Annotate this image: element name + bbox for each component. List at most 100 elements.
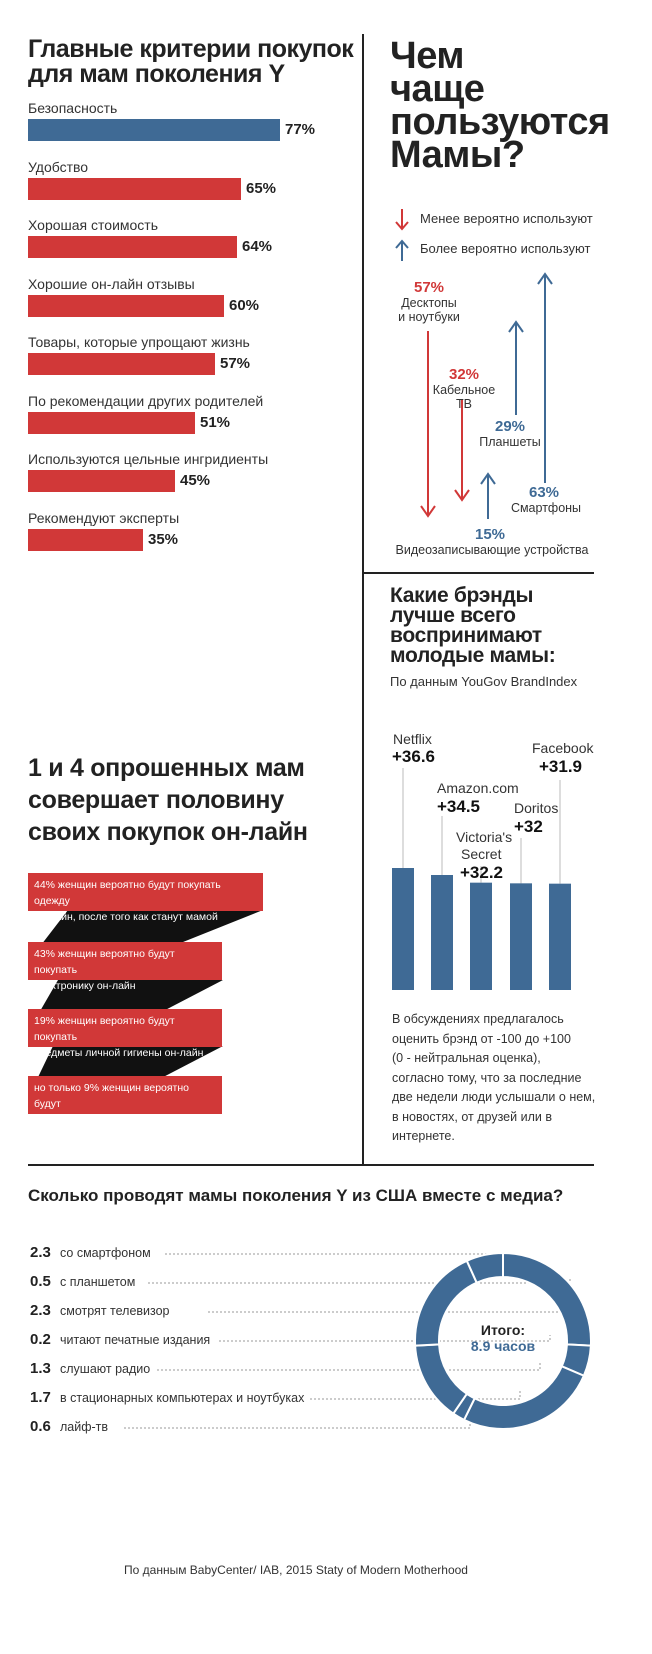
media-label: лайф-тв	[60, 1420, 109, 1434]
criteria-label: Хорошая стоимость	[28, 217, 159, 233]
device-arrows	[420, 272, 553, 519]
online-box-food-l2: покупать продукты питания он-лайн	[34, 1114, 210, 1126]
online-box-electronics: 43% женщин вероятно будут покупать элект…	[28, 942, 222, 992]
criteria-title-line2: для мам поколения Y	[28, 60, 285, 88]
device-desktops-name2: и ноутбуки	[398, 310, 460, 324]
online-title-line2: совершает половину	[28, 786, 284, 814]
media-label: со смартфоном	[60, 1246, 151, 1260]
online-title-line3: своих покупок он-лайн	[28, 818, 308, 846]
media-row: 1.3 слушают радио	[30, 1360, 150, 1380]
online-box-electronics-l2: электронику он-лайн	[34, 980, 136, 992]
online-title: 1 и 4 опрошенных мам совершает половину …	[28, 752, 308, 848]
brands-note-line2: оценить брэнд от -100 до +100	[392, 1031, 571, 1046]
device-tablets-name: Планшеты	[479, 435, 541, 449]
arrow-cable-tv-icon	[454, 400, 470, 502]
usage-title-line4: Мамы?	[390, 134, 525, 176]
device-desktops: 57% Десктопы и ноутбуки	[392, 279, 466, 324]
brands-note-line5: две недели люди услышали о нем,	[392, 1090, 596, 1104]
criteria-label: По рекомендации других родителей	[28, 392, 264, 409]
brand-bar	[510, 883, 532, 990]
media-title: Сколько проводят мамы поколения Y из США…	[28, 1186, 564, 1205]
media-label: в стационарных компьютерах и ноутбуках	[60, 1391, 305, 1405]
donut-slice	[465, 1252, 504, 1284]
usage-title-line2: чаще	[390, 68, 485, 110]
media-donut-chart	[414, 1252, 592, 1430]
online-box-electronics-l1: 43% женщин вероятно будут покупать	[34, 948, 175, 976]
online-box-food-l1: но только 9% женщин вероятно будут	[34, 1082, 190, 1110]
online-box-clothing-l1: 44% женщин вероятно будут покупать одежд…	[34, 879, 221, 907]
media-leader-line	[310, 1390, 521, 1400]
brand-doritos-value: +32	[514, 817, 543, 836]
criteria-bar	[28, 119, 280, 141]
brand-bar	[549, 883, 571, 990]
brand-netflix-name: Netflix	[393, 731, 432, 747]
criteria-label: Товары, которые упрощают жизнь	[28, 334, 250, 350]
arrow-smartphones-icon	[537, 272, 553, 483]
criteria-bar	[28, 294, 224, 317]
brands-note-line3: (0 - нейтральная оценка),	[392, 1051, 541, 1065]
usage-divider	[362, 572, 594, 574]
brand-bar	[431, 875, 453, 990]
criteria-label: Безопасность	[28, 100, 118, 116]
brand-netflix-value: +36.6	[392, 747, 436, 766]
criteria-bar	[28, 353, 215, 375]
criteria-bar	[28, 236, 237, 258]
media-value: 1.7	[30, 1389, 51, 1406]
donut-total-value: 8.9 часов	[470, 1338, 536, 1354]
media-value: 0.6	[30, 1418, 51, 1435]
brands-title-line3: воспринимают	[390, 624, 542, 647]
device-desktops-name1: Десктопы	[401, 296, 457, 310]
legend-more-label: Более вероятно используют	[420, 241, 591, 256]
donut-center: Итого: 8.9 часов	[444, 1322, 562, 1354]
media-leader-line	[124, 1422, 471, 1429]
donut-total-label: Итого:	[480, 1322, 526, 1338]
brand-amazon-value: +34.5	[437, 797, 481, 816]
device-cable-tv-pct: 32%	[448, 366, 480, 383]
device-cable-tv: 32% Кабельное ТВ	[428, 366, 500, 411]
online-box-clothing-l2: он-лайн, после того как станут мамой	[34, 911, 218, 923]
criteria-label: Удобство	[28, 158, 89, 175]
media-label: с планшетом	[60, 1275, 136, 1289]
legend-up-arrow-icon	[395, 239, 409, 261]
criteria-value: 77%	[285, 121, 316, 138]
media-row: 2.3 смотрят телевизор	[30, 1302, 170, 1322]
arrow-desktops-icon	[420, 331, 436, 518]
device-tablets-pct: 29%	[494, 418, 526, 435]
arrow-tablets-icon	[508, 320, 524, 415]
usage-title-line1: Чем	[390, 35, 464, 77]
device-tablets: 29% Планшеты	[478, 418, 542, 449]
legend-less-label: Менее вероятно используют	[420, 211, 593, 226]
media-value: 2.3	[30, 1244, 51, 1261]
usage-title-line3: пользуются	[390, 101, 610, 143]
brands-title-line2: лучше всего	[390, 604, 516, 627]
brands-title: Какие брэнды лучше всего воспринимают мо…	[390, 584, 556, 666]
brand-amazon-name: Amazon.com	[437, 780, 519, 796]
brands-source: По данным YouGov BrandIndex	[390, 674, 578, 689]
criteria-bar	[28, 411, 195, 434]
criteria-title-line1: Главные критерии покупок	[28, 35, 354, 63]
usage-title: Чем чаще пользуются Мамы?	[390, 35, 610, 176]
brand-victoria-name1: Victoria's	[456, 829, 513, 845]
criteria-value: 35%	[148, 530, 179, 548]
media-divider	[28, 1164, 594, 1166]
brand-doritos-name: Doritos	[514, 800, 559, 816]
brand-facebook-name: Facebook	[532, 740, 594, 756]
media-leader-line	[157, 1362, 541, 1371]
brand-victoria-value: +32.2	[460, 863, 504, 882]
media-row: 0.2 читают печатные издания	[30, 1331, 210, 1351]
brands-note-line4: согласно тому, что за последние	[392, 1070, 582, 1085]
media-value: 2.3	[30, 1302, 51, 1319]
media-value: 0.5	[30, 1273, 51, 1290]
brands-title-line1: Какие брэнды	[390, 584, 534, 607]
device-smartphones-name: Смартфоны	[510, 501, 582, 515]
donut-slice	[414, 1343, 469, 1416]
brand-bar	[470, 882, 492, 990]
criteria-label: Хорошие он-лайн отзывы	[28, 275, 195, 292]
criteria-label: Рекомендуют эксперты	[28, 509, 180, 526]
online-box-clothing: 44% женщин вероятно будут покупать одежд…	[28, 873, 263, 923]
vertical-divider	[362, 34, 364, 1164]
device-video: 15% Видеозаписывающие устройства	[392, 526, 592, 557]
criteria-bar	[28, 470, 175, 492]
device-video-pct: 15%	[475, 526, 506, 543]
media-label: смотрят телевизор	[60, 1304, 170, 1318]
